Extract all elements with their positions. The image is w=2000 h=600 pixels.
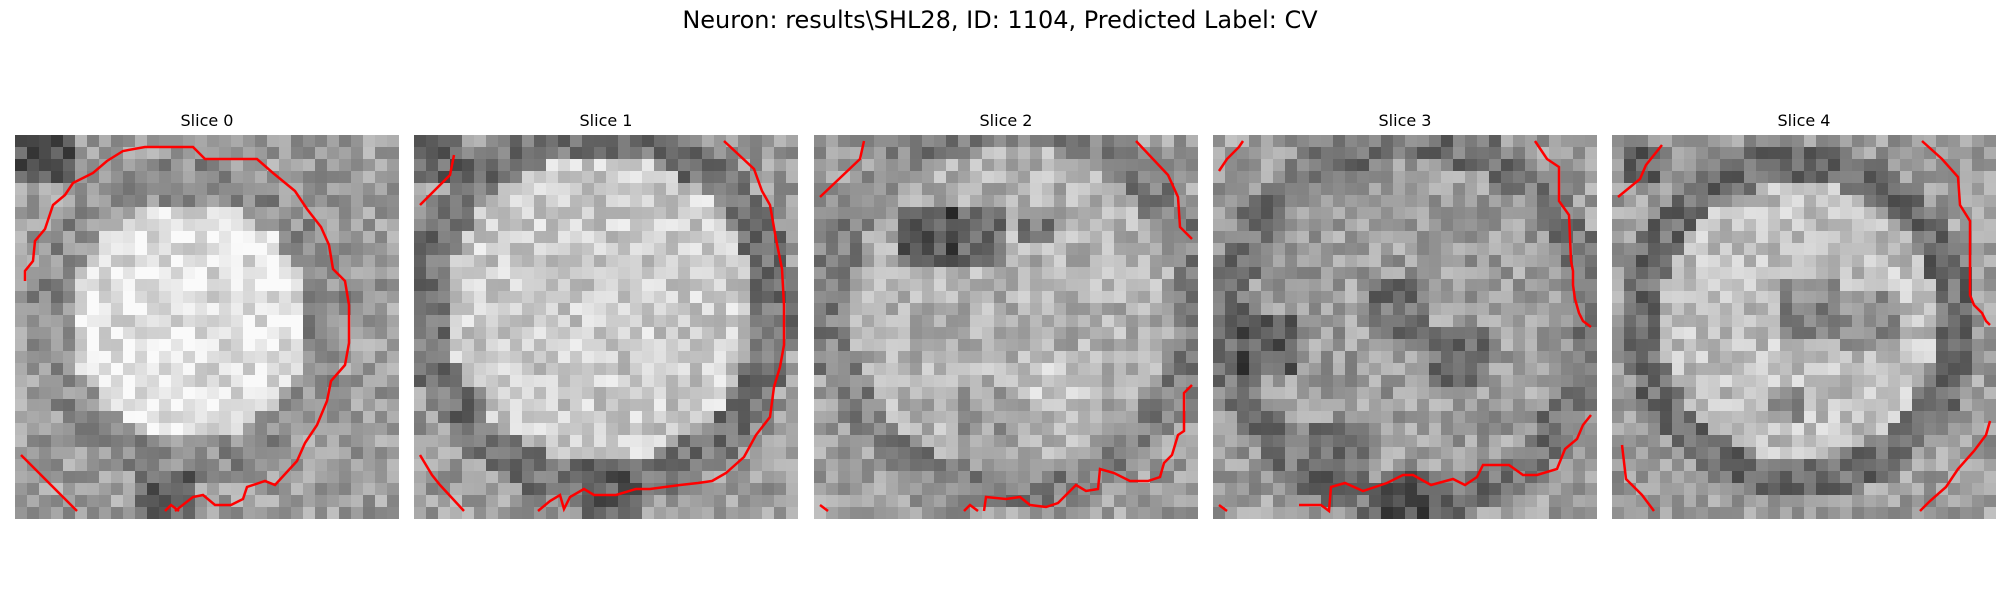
slice-image-3 xyxy=(1213,135,1597,519)
slice-title: Slice 2 xyxy=(979,111,1033,130)
contour-line xyxy=(1135,140,1193,240)
contour-line xyxy=(23,145,351,512)
contour-line xyxy=(1617,144,1663,198)
contour-line xyxy=(1921,140,1991,326)
contour-line xyxy=(1620,444,1655,512)
slice-image-0 xyxy=(15,135,399,519)
slice-title: Slice 3 xyxy=(1378,111,1432,130)
contour-line xyxy=(1533,140,1592,328)
slice-image-1 xyxy=(414,135,798,519)
contour-line xyxy=(819,504,829,512)
slice-panel-0: Slice 0 xyxy=(15,110,399,519)
slice-title: Slice 0 xyxy=(180,111,234,130)
contour-line xyxy=(819,140,866,198)
slice-panel-4: Slice 4 xyxy=(1612,110,1996,519)
contour-line xyxy=(164,503,180,512)
slice-image-4 xyxy=(1612,135,1996,519)
slice-title: Slice 1 xyxy=(579,111,633,130)
contour-line xyxy=(963,503,979,512)
contour-line xyxy=(537,140,786,513)
contour-line xyxy=(982,384,1193,512)
contour-line xyxy=(1299,414,1592,514)
slice-title: Slice 4 xyxy=(1777,111,1831,130)
contour-line xyxy=(1217,140,1245,172)
slice-panel-2: Slice 2 xyxy=(814,110,1198,519)
slice-image-2 xyxy=(814,135,1198,519)
contour-line xyxy=(419,154,456,206)
contour-line xyxy=(1218,504,1228,512)
contour-line xyxy=(418,454,465,512)
slice-panel-1: Slice 1 xyxy=(414,110,798,519)
slice-panel-3: Slice 3 xyxy=(1213,110,1597,519)
contour-line xyxy=(1919,420,1992,512)
contour-line xyxy=(20,454,78,512)
figure-title: Neuron: results\SHL28, ID: 1104, Predict… xyxy=(682,6,1318,34)
